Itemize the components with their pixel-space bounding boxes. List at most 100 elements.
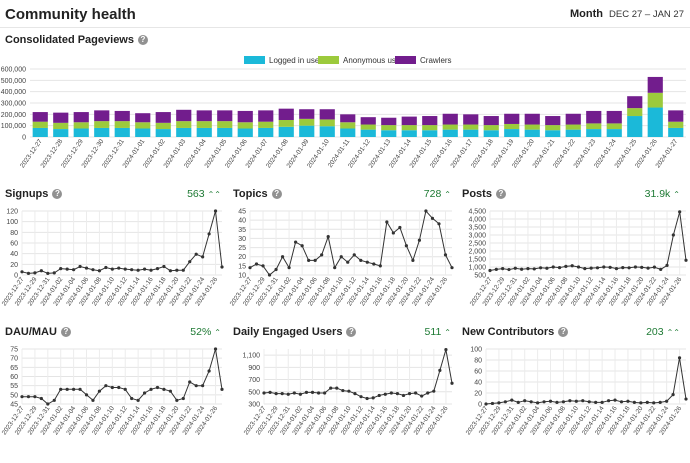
signups-title: Signups? [5, 188, 63, 200]
pageviews-bar-anonymous-users [196, 121, 212, 128]
engaged-users-point [329, 386, 333, 390]
engaged-users-point [310, 390, 315, 394]
posts-y-tick: 3,000 [468, 233, 486, 240]
legend-anonymous[interactable]: Anonymous users [318, 56, 407, 65]
topics-y-tick: 20 [238, 254, 246, 261]
signups-point [155, 267, 160, 271]
pageviews-bar-crawlers [53, 112, 69, 123]
pageviews-bar-logged-in-users [340, 128, 356, 137]
topics-point [417, 238, 422, 242]
posts-point [570, 264, 574, 268]
dau-mau-point [155, 385, 160, 390]
engaged-users-y-tick: 500 [248, 389, 260, 396]
dau-mau-point [207, 369, 211, 373]
engaged-users-point [420, 394, 424, 398]
posts-y-tick: 2,500 [468, 241, 486, 248]
pageviews-bar-anonymous-users [114, 121, 130, 128]
topics-y-tick: 40 [238, 218, 246, 225]
posts-point [640, 265, 644, 269]
help-icon[interactable]: ? [346, 327, 357, 337]
dau-mau-point [149, 387, 153, 391]
posts-point [532, 267, 536, 271]
topics-point [372, 262, 376, 266]
new-contributors-y-tick: 40 [474, 380, 482, 387]
topics-title-text: Topics [233, 188, 268, 200]
pageviews-bar-logged-in-users [606, 129, 622, 137]
legend-swatch [244, 56, 265, 64]
engaged-users-trend[interactable]: 511 ⌃ [425, 326, 451, 338]
pageviews-bar-logged-in-users [94, 127, 110, 137]
signups-point [91, 268, 95, 272]
topics-y-tick: 35 [238, 227, 246, 234]
topics-y-tick: 45 [238, 209, 246, 216]
pageviews-bar-anonymous-users [668, 121, 684, 128]
signups-point [78, 264, 82, 269]
topics-point [398, 225, 402, 230]
topics-point [365, 260, 369, 264]
posts-title-text: Posts [462, 188, 492, 200]
new-contributors-point [594, 400, 598, 404]
topics-point [320, 253, 324, 257]
signups-trend-value: 563 [187, 188, 205, 200]
signups-point [104, 265, 108, 270]
help-icon[interactable]: ? [52, 189, 63, 199]
engaged-users-point [323, 391, 327, 395]
new-contributors-trend[interactable]: 203 ⌃⌃ [646, 326, 680, 338]
new-contributors-point [536, 401, 540, 405]
pageviews-bar-logged-in-users [524, 129, 540, 137]
chevron-up-icon: ⌃ [673, 190, 680, 199]
help-icon[interactable]: ? [137, 35, 148, 45]
signups-trend[interactable]: 563 ⌃⌃ [187, 188, 221, 200]
topics-y-tick: 15 [238, 263, 246, 270]
posts-point [684, 258, 688, 262]
posts-point [513, 266, 517, 270]
pageviews-bar-anonymous-users [360, 124, 376, 130]
date-range: DEC 27 – JAN 27 [609, 9, 684, 20]
posts-y-tick: 2,000 [468, 249, 486, 256]
dau-mau-point [52, 398, 56, 402]
engaged-users-series-line [263, 349, 453, 400]
dau-mau-point [65, 387, 69, 391]
signups-point [201, 255, 205, 259]
signups-point [136, 268, 140, 272]
engaged-users-point [298, 392, 302, 396]
legend-swatch [395, 56, 416, 64]
pageviews-y-tick: 600,000 [1, 67, 26, 74]
engaged-users-point [395, 392, 400, 396]
engaged-users-point [414, 391, 418, 395]
legend-logged-in[interactable]: Logged in users [244, 56, 326, 65]
pageviews-bar-crawlers [94, 110, 110, 122]
new-contributors-point [665, 399, 669, 403]
posts-trend-value: 31.9k [644, 188, 671, 200]
help-icon[interactable]: ? [271, 189, 282, 199]
engaged-users-point [262, 391, 266, 395]
pageviews-bar-crawlers [422, 116, 438, 126]
help-icon[interactable]: ? [60, 327, 71, 337]
topics-y-tick: 10 [238, 273, 246, 280]
period-selector[interactable]: Month DEC 27 – JAN 27 [570, 8, 684, 20]
pageviews-bar-logged-in-users [176, 127, 192, 137]
pageviews-bar-logged-in-users [647, 107, 663, 137]
topics-trend[interactable]: 728 ⌃ [424, 188, 451, 200]
signups-point [194, 252, 198, 256]
pageviews-bar-logged-in-users [258, 127, 274, 137]
topics-point [346, 260, 350, 264]
new-contributors-point [626, 399, 630, 403]
pageviews-bar-anonymous-users [524, 124, 540, 130]
pageviews-bar-anonymous-users [73, 122, 89, 129]
topics-trend-value: 728 [423, 188, 442, 200]
new-contributors-point [639, 401, 643, 405]
help-icon[interactable]: ? [558, 327, 569, 337]
double-chevron-up-icon: ⌃⌃ [666, 328, 680, 337]
pageviews-bar-anonymous-users [237, 122, 253, 129]
pageviews-bar-anonymous-users [483, 125, 499, 131]
pageviews-y-tick: 500,000 [1, 78, 26, 85]
dau-mau-trend[interactable]: 52% ⌃ [190, 326, 221, 338]
posts-trend[interactable]: 31.9k ⌃ [645, 188, 680, 200]
posts-point [627, 266, 631, 270]
help-icon[interactable]: ? [495, 189, 506, 199]
dau-mau-point [117, 385, 121, 390]
pageviews-bar-anonymous-users [278, 120, 294, 127]
pageviews-bar-anonymous-users [422, 125, 438, 131]
legend-crawlers[interactable]: Crawlers [395, 56, 452, 65]
